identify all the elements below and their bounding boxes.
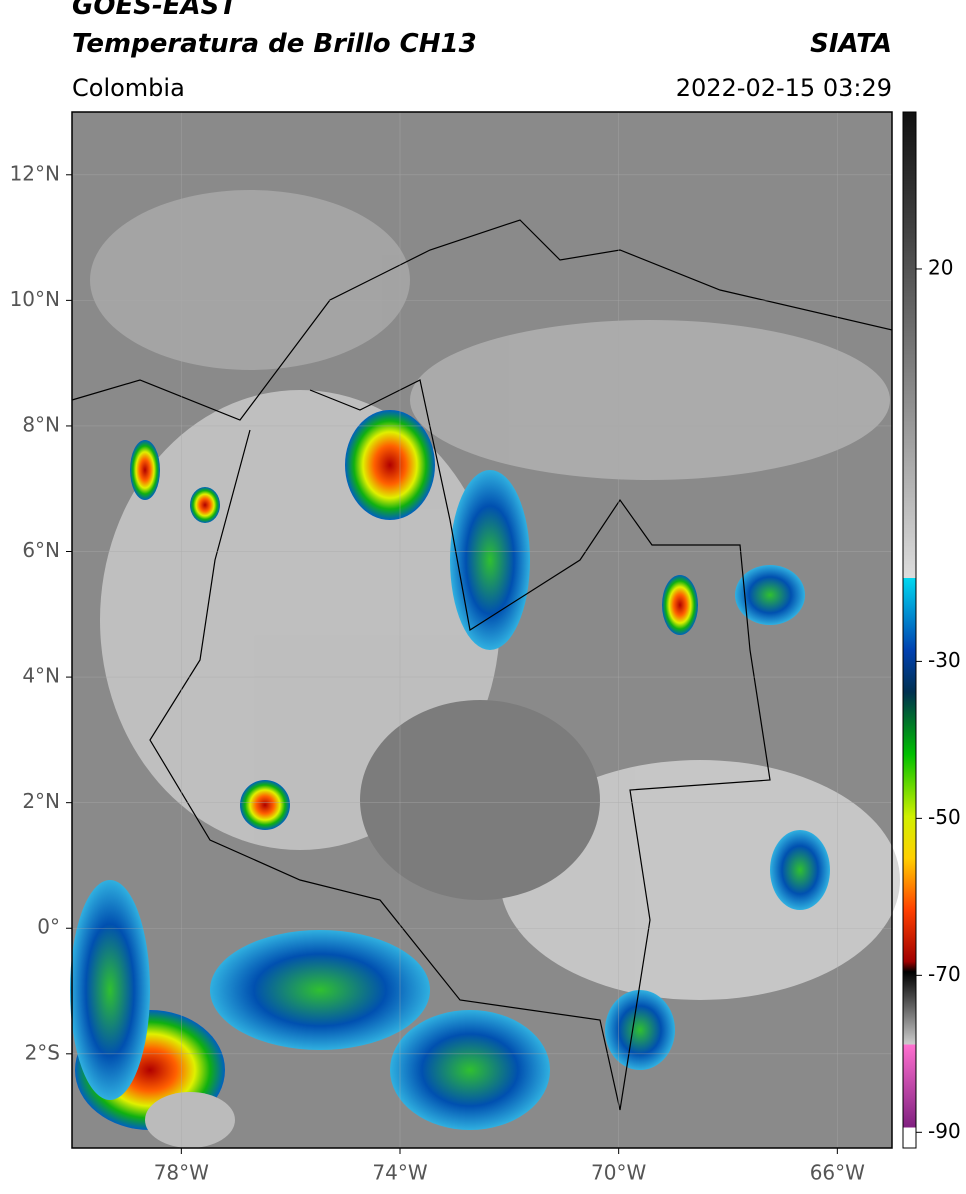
subtitle: Temperatura de Brillo CH13 [72, 29, 477, 59]
map-frame [71, 111, 893, 1149]
map [70, 111, 900, 1149]
lon-label: 66°W [810, 1161, 865, 1185]
lat-label: 4°N [22, 664, 60, 688]
lat-label: 2°N [22, 789, 60, 813]
colorbar-label: 20 [928, 255, 953, 279]
lon-label: 78°W [154, 1161, 209, 1185]
colorbar-ramp [902, 111, 917, 1149]
region: Colombia [72, 74, 185, 102]
lat-label: 10°N [10, 287, 60, 311]
title: GOES-EAST [72, 0, 239, 21]
source: SIATA [810, 29, 892, 59]
lat-label: 6°N [22, 538, 60, 562]
colorbar-label: -70 [928, 962, 961, 986]
datetime: 2022-02-15 03:29 [676, 74, 892, 102]
colorbar: 20 -30 -50 -70 -90 [902, 111, 961, 1149]
lon-label: 74°W [372, 1161, 427, 1185]
colorbar-label: -90 [928, 1119, 961, 1143]
lat-label: 2°S [25, 1040, 60, 1064]
colorbar-label: -50 [928, 805, 961, 829]
lat-label: 0° [37, 915, 60, 939]
lat-label: 12°N [10, 161, 60, 185]
colorbar-label: -30 [928, 648, 961, 672]
lon-label: 70°W [591, 1161, 646, 1185]
borders [71, 219, 893, 1111]
lat-label: 8°N [22, 412, 60, 436]
